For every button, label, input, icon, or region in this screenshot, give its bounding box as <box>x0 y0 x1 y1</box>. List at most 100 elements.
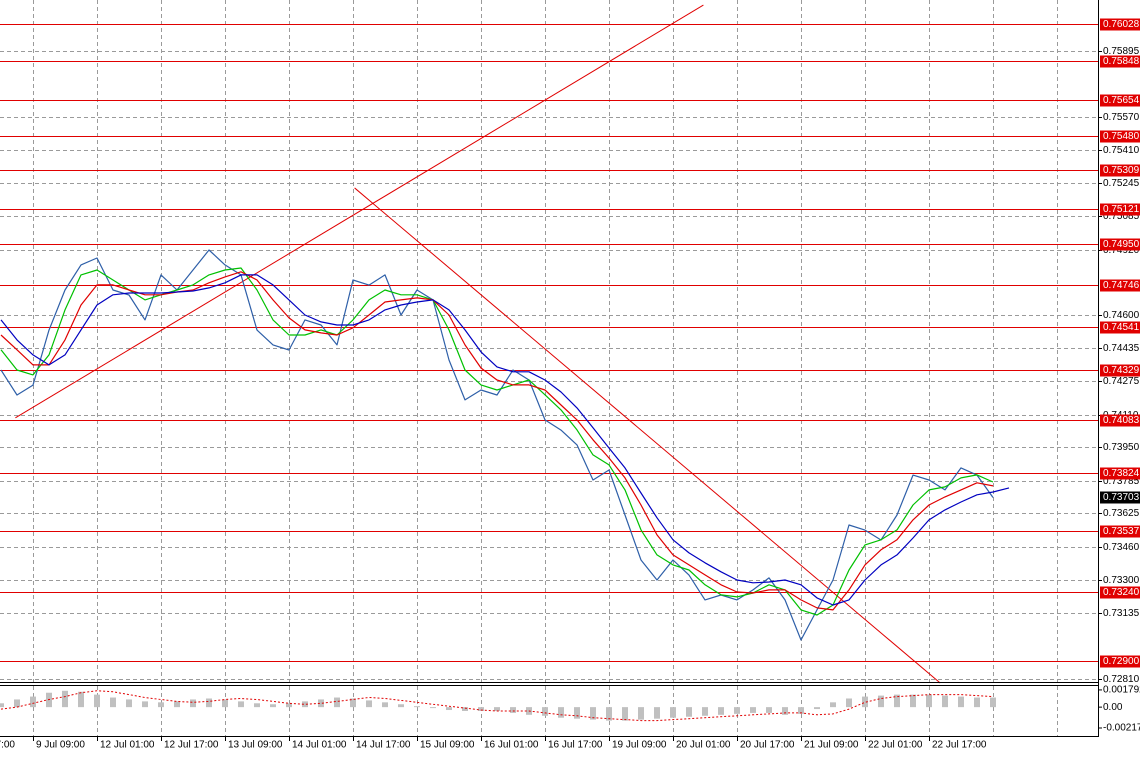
level-label-box <box>1100 130 1140 143</box>
price-line <box>0 249 994 641</box>
level-label: 0.74950 <box>1103 239 1140 250</box>
histogram-bar <box>270 704 276 708</box>
level-label: 0.74541 <box>1103 322 1140 333</box>
histogram-bar <box>78 691 84 708</box>
histogram-bar <box>654 707 660 719</box>
histogram-bar <box>174 701 180 708</box>
level-label-box <box>1100 586 1140 599</box>
moving-average <box>0 274 1010 606</box>
histogram-bar <box>110 697 116 708</box>
x-tick-label: 14 Jul 17:00 <box>356 740 411 751</box>
histogram-bar <box>446 707 452 711</box>
histogram-bar <box>766 707 772 713</box>
trendline <box>354 187 941 684</box>
histogram-bar <box>30 696 36 708</box>
histogram-bar <box>830 702 836 708</box>
level-label: 0.73824 <box>1103 468 1140 479</box>
y-tick-label: 0.74275 <box>1103 376 1140 387</box>
histogram-bar <box>862 696 868 708</box>
histogram-bar <box>814 707 820 710</box>
histogram-bar <box>206 698 212 708</box>
x-tick-label: 16 Jul 01:00 <box>484 740 539 751</box>
histogram-bar <box>398 704 404 708</box>
histogram-bar <box>942 695 948 708</box>
indicator-tick-label: -0.00217 <box>1103 723 1140 734</box>
level-label-box <box>1100 238 1140 251</box>
y-tick-label: 0.73950 <box>1103 442 1140 453</box>
level-label-box <box>1100 321 1140 334</box>
histogram-bar <box>254 703 260 708</box>
x-tick-label: 12 Jul 17:00 <box>164 740 219 751</box>
x-tick-label: 19 Jul 09:00 <box>612 740 667 751</box>
histogram-bar <box>510 707 516 713</box>
histogram-bar <box>318 699 324 708</box>
level-label-box <box>1100 55 1140 68</box>
histogram-bar <box>302 701 308 708</box>
level-label: 0.75309 <box>1103 165 1140 176</box>
level-label-box <box>1100 164 1140 177</box>
histogram-bar <box>430 707 436 709</box>
x-tick-label: 9 Jul 09:00 <box>36 740 85 751</box>
histogram-bar <box>190 699 196 708</box>
level-label: 0.75848 <box>1103 56 1140 67</box>
x-tick-label: 7:00 <box>0 740 15 751</box>
y-tick-label: 0.73460 <box>1103 542 1140 553</box>
level-label: 0.73537 <box>1103 526 1140 537</box>
x-tick-label: 22 Jul 17:00 <box>932 740 987 751</box>
grid <box>0 0 1098 737</box>
level-label: 0.75480 <box>1103 131 1140 142</box>
histogram-bar <box>894 694 900 708</box>
histogram-bar <box>638 707 644 720</box>
histogram-bar <box>990 697 996 708</box>
histogram-bar <box>750 707 756 713</box>
y-tick-label: 0.74600 <box>1103 310 1140 321</box>
level-label: 0.74746 <box>1103 280 1140 291</box>
histogram-bar <box>494 707 500 711</box>
y-tick-label: 0.74435 <box>1103 343 1140 354</box>
y-tick-label: 0.75895 <box>1103 46 1140 57</box>
histogram-bar <box>878 695 884 708</box>
x-tick-label: 15 Jul 09:00 <box>420 740 475 751</box>
y-tick-label: 0.73785 <box>1103 476 1140 487</box>
axis-labels: 7:00 9 Jul 09:00 12 Jul 01:00 12 Jul 17:00 1… <box>0 18 1140 751</box>
level-label: 0.75654 <box>1103 95 1140 106</box>
level-label-box <box>1100 467 1140 480</box>
histogram-bar <box>782 707 788 715</box>
histogram-bar <box>14 699 20 708</box>
level-label: 0.74083 <box>1103 415 1140 426</box>
x-tick-label: 20 Jul 17:00 <box>740 740 795 751</box>
level-label: 0.76028 <box>1103 19 1140 30</box>
level-label-box <box>1100 94 1140 107</box>
histogram-bar <box>238 701 244 708</box>
level-label-box <box>1100 18 1140 31</box>
x-tick-label: 21 Jul 09:00 <box>804 740 859 751</box>
current-price-box <box>1100 491 1140 504</box>
histogram-bar <box>622 707 628 721</box>
histogram-bar <box>366 700 372 708</box>
indicator-tick-label: 0.00 <box>1103 702 1123 713</box>
indicator-tick-label: 0.001792 <box>1103 685 1140 696</box>
trendline <box>15 4 704 419</box>
level-label: 0.73240 <box>1103 587 1140 598</box>
histogram-bar <box>158 702 164 708</box>
histogram-bar <box>606 707 612 721</box>
signal-line <box>0 690 994 722</box>
y-tick-label: 0.74920 <box>1103 245 1140 256</box>
histogram-bar <box>574 707 580 719</box>
histogram-bar <box>0 703 4 708</box>
histogram-bar <box>286 703 292 708</box>
histogram-bar <box>910 694 916 708</box>
histogram-bar <box>542 707 548 716</box>
y-tick-label: 0.75245 <box>1103 178 1140 189</box>
histogram-bar <box>718 707 724 715</box>
histogram-bar <box>142 701 148 708</box>
histogram-bar <box>334 697 340 708</box>
histogram-bar <box>94 694 100 708</box>
histogram-bar <box>686 707 692 717</box>
x-tick-label: 20 Jul 01:00 <box>676 740 731 751</box>
main-panel <box>0 4 1098 684</box>
x-tick-label: 16 Jul 17:00 <box>548 740 603 751</box>
histogram-bar <box>670 707 676 718</box>
histogram-bar <box>382 702 388 708</box>
